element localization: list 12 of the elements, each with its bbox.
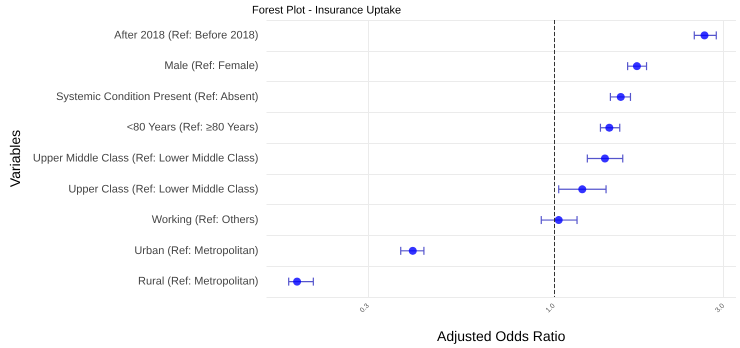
y-axis-title: Variables — [7, 130, 23, 188]
y-tick-label: After 2018 (Ref: Before 2018) — [114, 29, 258, 42]
y-tick-label: Rural (Ref: Metropolitan) — [138, 276, 258, 288]
y-tick-label: <80 Years (Ref: ≥80 Years) — [126, 122, 258, 134]
y-tick-label: Male (Ref: Female) — [164, 60, 258, 72]
chart-title: Forest Plot - Insurance Uptake — [252, 4, 402, 16]
y-tick-label: Upper Middle Class (Ref: Lower Middle Class) — [32, 152, 258, 164]
y-tick-label: Systemic Condition Present (Ref: Absent) — [56, 90, 258, 103]
y-tick-label: Working (Ref: Others) — [152, 214, 258, 226]
x-axis-title: Adjusted Odds Ratio — [437, 328, 566, 344]
y-tick-label: Urban (Ref: Metropolitan) — [134, 244, 258, 257]
y-tick-label: Upper Class (Ref: Lower Middle Class) — [68, 183, 258, 196]
